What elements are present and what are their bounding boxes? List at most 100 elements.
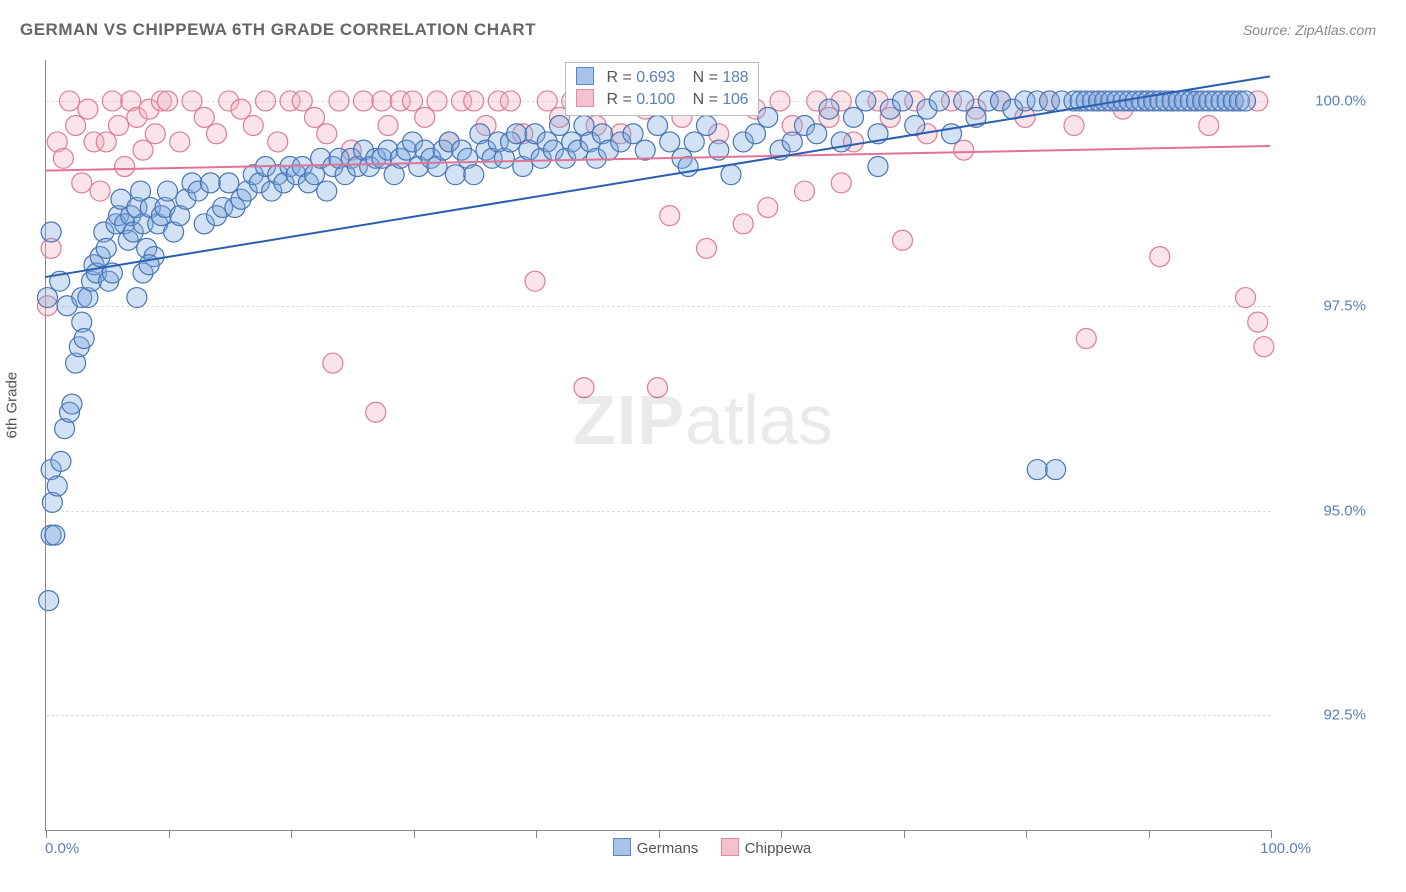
correlation-legend: R = 0.693 N = 188 R = 0.100 N = 106	[565, 62, 759, 116]
data-point	[623, 124, 643, 144]
x-tick	[1026, 830, 1027, 838]
data-point	[1236, 288, 1256, 308]
data-point	[1076, 329, 1096, 349]
data-point	[501, 91, 521, 111]
n-value-chippewa: 106	[722, 91, 748, 108]
data-point	[758, 107, 778, 127]
data-point	[60, 91, 80, 111]
data-point	[62, 394, 82, 414]
data-point	[378, 116, 398, 136]
legend-row-germans: R = 0.693 N = 188	[576, 67, 748, 89]
data-point	[427, 91, 447, 111]
x-tick	[1149, 830, 1150, 838]
data-point	[329, 91, 349, 111]
data-point	[139, 255, 159, 275]
data-point	[795, 181, 815, 201]
data-point	[127, 288, 147, 308]
data-point	[954, 91, 974, 111]
swatch-germans-bottom	[613, 838, 631, 856]
data-point	[831, 132, 851, 152]
data-point	[96, 132, 116, 152]
r-label: R =	[606, 69, 636, 86]
data-point	[635, 140, 655, 160]
data-point	[74, 329, 94, 349]
x-tick	[904, 830, 905, 838]
data-point	[231, 99, 251, 119]
legend-row-chippewa: R = 0.100 N = 106	[576, 89, 748, 111]
data-point	[41, 222, 61, 242]
data-point	[648, 378, 668, 398]
r-label: R =	[606, 91, 636, 108]
data-point	[893, 91, 913, 111]
x-tick	[536, 830, 537, 838]
y-axis-label: 6th Grade	[4, 372, 21, 439]
data-point	[464, 165, 484, 185]
data-point	[1254, 337, 1274, 357]
data-point	[354, 91, 374, 111]
data-point	[1199, 116, 1219, 136]
y-tick-label: 92.5%	[1323, 707, 1366, 724]
data-point	[1064, 116, 1084, 136]
chart-title: GERMAN VS CHIPPEWA 6TH GRADE CORRELATION…	[20, 20, 536, 40]
data-point	[1150, 247, 1170, 267]
data-point	[697, 238, 717, 258]
data-point	[366, 402, 386, 422]
data-point	[1027, 460, 1047, 480]
n-label: N =	[693, 91, 723, 108]
x-tick	[781, 830, 782, 838]
series-legend: Germans Chippewa	[0, 838, 1406, 857]
data-point	[47, 476, 67, 496]
data-point	[445, 165, 465, 185]
data-point	[893, 230, 913, 250]
plot-svg	[45, 60, 1270, 830]
x-tick	[46, 830, 47, 838]
data-point	[1236, 91, 1256, 111]
r-value-germans: 0.693	[636, 69, 675, 86]
chart-container: GERMAN VS CHIPPEWA 6TH GRADE CORRELATION…	[0, 0, 1406, 892]
data-point	[292, 91, 312, 111]
data-point	[770, 91, 790, 111]
data-point	[660, 132, 680, 152]
data-point	[868, 156, 888, 176]
data-point	[372, 91, 392, 111]
data-point	[158, 181, 178, 201]
data-point	[733, 214, 753, 234]
data-point	[464, 91, 484, 111]
data-point	[648, 116, 668, 136]
data-point	[844, 107, 864, 127]
n-value-germans: 188	[722, 69, 748, 86]
y-tick-label: 95.0%	[1323, 502, 1366, 519]
r-value-chippewa: 0.100	[636, 91, 675, 108]
n-label: N =	[693, 69, 723, 86]
data-point	[856, 91, 876, 111]
data-point	[507, 124, 527, 144]
data-point	[170, 132, 190, 152]
data-point	[219, 173, 239, 193]
data-point	[182, 91, 202, 111]
data-point	[684, 132, 704, 152]
data-point	[758, 197, 778, 217]
data-point	[415, 107, 435, 127]
data-point	[72, 173, 92, 193]
data-point	[115, 156, 135, 176]
data-point	[133, 140, 153, 160]
data-point	[574, 378, 594, 398]
data-point	[194, 107, 214, 127]
data-point	[537, 91, 557, 111]
data-point	[305, 107, 325, 127]
x-tick	[414, 830, 415, 838]
data-point	[317, 124, 337, 144]
data-point	[831, 173, 851, 193]
data-point	[550, 116, 570, 136]
legend-label-chippewa: Chippewa	[745, 840, 812, 857]
data-point	[207, 124, 227, 144]
data-point	[145, 124, 165, 144]
data-point	[158, 91, 178, 111]
legend-label-germans: Germans	[637, 840, 699, 857]
x-tick	[1271, 830, 1272, 838]
x-tick	[291, 830, 292, 838]
data-point	[78, 99, 98, 119]
data-point	[929, 91, 949, 111]
data-point	[317, 181, 337, 201]
data-point	[256, 91, 276, 111]
